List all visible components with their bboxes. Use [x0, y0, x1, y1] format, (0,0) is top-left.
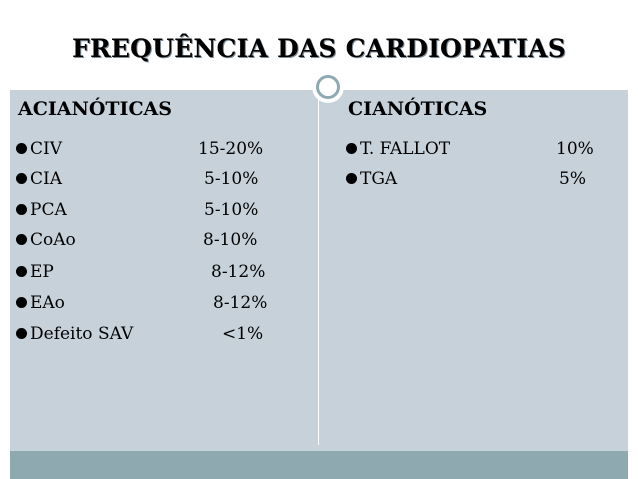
list-item-value: 5-10%: [204, 200, 259, 220]
bullet-icon: [16, 266, 27, 277]
list-item-label: CoAo: [30, 230, 76, 250]
right-column-heading: CIANÓTICAS: [348, 98, 488, 120]
list-item-label: TGA: [360, 169, 398, 189]
list-item-value: 15-20%: [198, 139, 264, 159]
ring-ornament-inner: [316, 75, 340, 99]
bullet-icon: [346, 143, 357, 154]
list-item: CoAo 8-10%: [16, 230, 306, 258]
list-item-value: 8-12%: [213, 293, 268, 313]
list-item-label: T. FALLOT: [360, 139, 451, 159]
bullet-icon: [16, 173, 27, 184]
bullet-icon: [16, 204, 27, 215]
list-item-label: EAo: [30, 293, 65, 313]
list-item: PCA 5-10%: [16, 200, 306, 228]
list-item-label: CIA: [30, 169, 62, 189]
ring-ornament: [312, 71, 344, 103]
list-item-value: 8-12%: [211, 262, 266, 282]
list-item: T. FALLOT 10%: [346, 139, 616, 167]
slide-title: FREQUÊNCIA DAS CARDIOPATIAS: [72, 34, 566, 63]
list-item: EP 8-12%: [16, 262, 306, 290]
list-item-value: 8-10%: [203, 230, 258, 250]
list-item: Defeito SAV <1%: [16, 324, 306, 352]
list-item-value: 5%: [559, 169, 586, 189]
footer-band: [10, 451, 628, 479]
list-item: CIV 15-20%: [16, 139, 306, 167]
vertical-divider: [318, 95, 319, 445]
list-item-value: <1%: [222, 324, 264, 344]
bullet-icon: [16, 234, 27, 245]
list-item: EAo 8-12%: [16, 293, 306, 321]
bullet-icon: [346, 173, 357, 184]
bullet-icon: [16, 328, 27, 339]
list-item-label: Defeito SAV: [30, 324, 134, 344]
list-item-label: CIV: [30, 139, 62, 159]
list-item-label: EP: [30, 262, 54, 282]
list-item-value: 5-10%: [204, 169, 259, 189]
bullet-icon: [16, 143, 27, 154]
list-item-value: 10%: [556, 139, 594, 159]
bullet-icon: [16, 297, 27, 308]
list-item-label: PCA: [30, 200, 67, 220]
content-frame: FREQUÊNCIA DAS CARDIOPATIAS ACIANÓTICAS …: [10, 0, 628, 479]
list-item: TGA 5%: [346, 169, 616, 197]
left-column-heading: ACIANÓTICAS: [18, 98, 173, 120]
list-item: CIA 5-10%: [16, 169, 306, 197]
